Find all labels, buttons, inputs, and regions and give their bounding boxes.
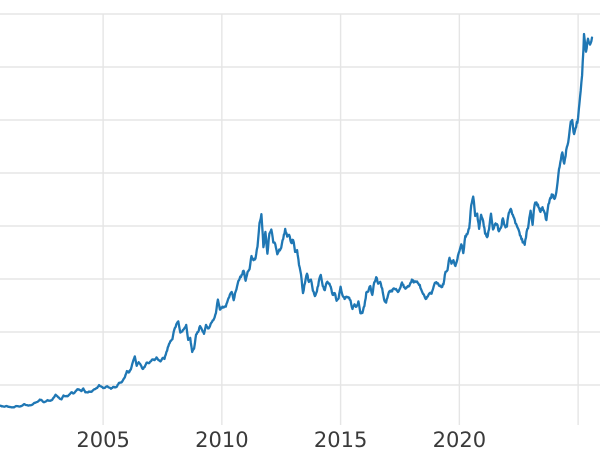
horizontal-gridlines [0,13,600,386]
price-line [0,32,594,409]
vertical-gridlines [102,14,579,425]
